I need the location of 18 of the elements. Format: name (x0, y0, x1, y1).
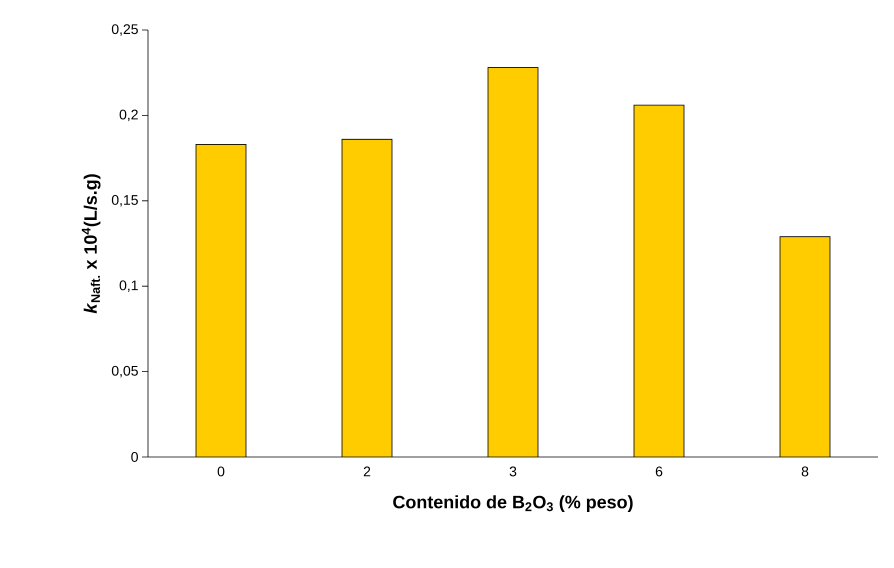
x-tick-label: 2 (364, 466, 370, 476)
x-tick-label: 6 (656, 466, 662, 476)
y-tick-label: 0,1 (120, 280, 138, 292)
bar (196, 144, 246, 457)
bar (342, 139, 392, 457)
bar (780, 236, 830, 457)
bar (634, 105, 684, 457)
x-tick-label: 3 (510, 466, 516, 476)
y-tick-label: 0,2 (120, 110, 138, 122)
y-tick-label: 0,05 (112, 366, 138, 378)
x-tick-label: 8 (802, 466, 808, 476)
x-tick-label: 0 (218, 466, 224, 476)
y-tick-label: 0,25 (112, 24, 138, 36)
y-axis-title: k$_{Naft.}$ x 10$^{4}$(L/s.g) (82, 174, 100, 314)
y-tick-label: 0 (131, 452, 138, 462)
bar (488, 68, 538, 457)
y-tick-label: 0,15 (112, 195, 138, 207)
x-axis-title: Contenido de B$_{2}$O$_{3}$ (% peso) (393, 495, 633, 512)
